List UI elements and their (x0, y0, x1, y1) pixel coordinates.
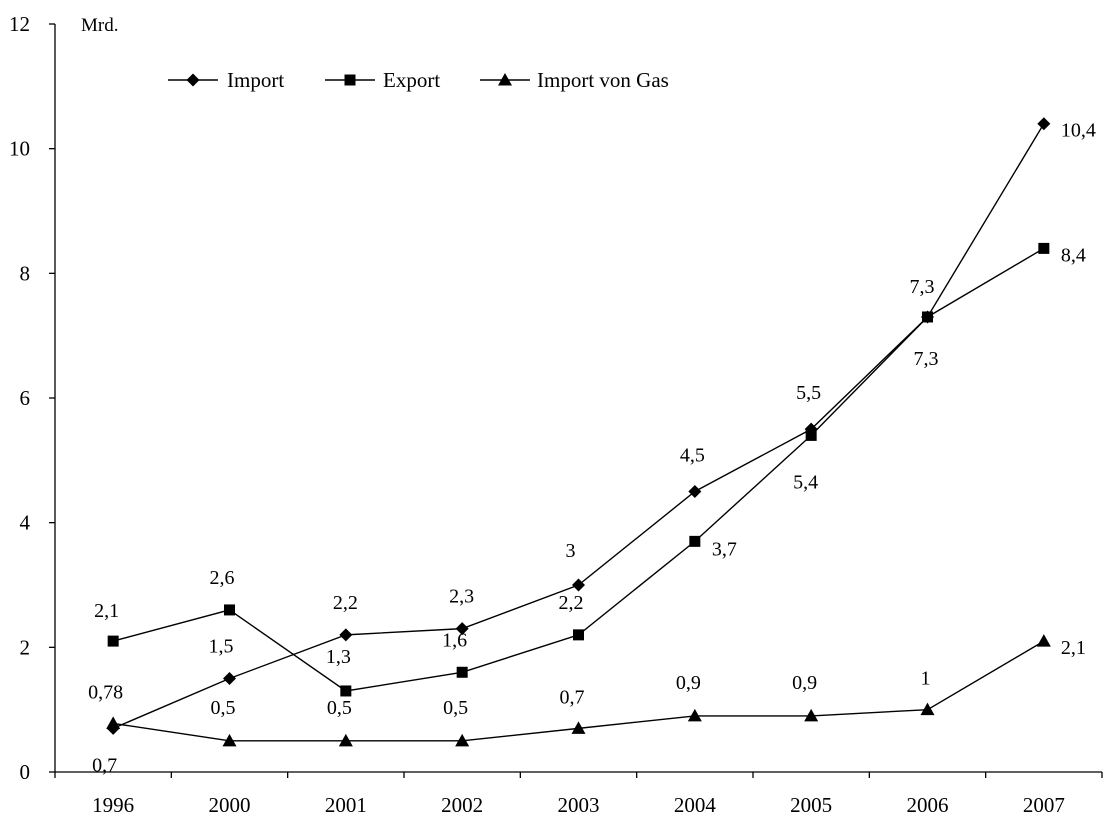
data-label: 1,6 (442, 629, 467, 651)
data-label: 1,5 (209, 636, 234, 658)
y-unit-label: Mrd. (81, 15, 118, 36)
series-line (112, 247, 1045, 692)
data-label: 2,3 (449, 586, 474, 608)
data-label: 0,5 (211, 697, 236, 719)
legend-label: Import (227, 68, 284, 92)
data-point (455, 622, 469, 636)
data-point (338, 733, 353, 747)
y-tick-label: 8 (20, 261, 31, 285)
y-tick-label: 12 (9, 12, 30, 36)
data-label: 2,2 (559, 592, 584, 614)
legend-item: Export (325, 68, 440, 92)
y-tick-label: 0 (20, 760, 31, 784)
data-point (107, 635, 119, 647)
data-label: 5,4 (793, 471, 818, 493)
data-label: 1,3 (326, 646, 351, 668)
data-label: 0,9 (676, 672, 701, 694)
series-triangle (106, 634, 1051, 747)
data-point (571, 721, 586, 734)
data-label: 5,5 (796, 382, 821, 404)
data-label: 0,5 (327, 697, 352, 719)
series-diamond (106, 117, 1051, 735)
data-label: 0,9 (792, 672, 817, 694)
data-point (572, 578, 585, 592)
data-point (1037, 117, 1051, 131)
data-point (805, 429, 817, 441)
data-label: 7,3 (914, 348, 939, 370)
data-point (455, 733, 470, 747)
series-square (107, 242, 1050, 697)
x-tick-label: 2000 (209, 793, 251, 817)
x-tick-label: 2006 (907, 793, 949, 817)
data-label: 0,7 (560, 686, 585, 708)
x-tick-label: 2003 (558, 793, 600, 817)
data-label: 2,1 (1061, 637, 1086, 659)
data-label: 1 (921, 668, 931, 690)
y-ticks: 0 2 4 6 8 10 12 (9, 12, 55, 784)
legend: Import Export Import von Gas (168, 68, 669, 92)
data-label: 0,78 (88, 681, 123, 703)
x-tick-label: 2002 (441, 793, 483, 817)
data-point (1038, 242, 1050, 254)
data-point (687, 708, 702, 722)
data-label: 2,2 (333, 592, 358, 614)
x-tick-label: 1996 (92, 793, 134, 817)
data-label: 3 (566, 540, 576, 562)
legend-marker (344, 74, 356, 86)
series-group (106, 117, 1051, 747)
data-point (920, 702, 935, 716)
legend-marker (498, 73, 512, 86)
y-tick-label: 4 (20, 511, 31, 535)
legend-label: Export (383, 68, 440, 92)
data-label: 7,3 (910, 276, 935, 298)
data-point (222, 733, 237, 747)
data-point (689, 535, 701, 547)
data-point (1036, 634, 1051, 647)
data-point (573, 629, 584, 641)
data-point (456, 666, 468, 678)
data-label: 2,6 (210, 567, 235, 589)
y-tick-label: 2 (20, 635, 31, 659)
axes: 0 2 4 6 8 10 12 1996 2000 2001 2002 2003 2004 2005 20… (9, 12, 1103, 817)
data-label: 2,1 (94, 600, 119, 622)
data-point (688, 485, 702, 498)
y-tick-label: 6 (20, 386, 31, 410)
data-label: 3,7 (712, 538, 737, 560)
legend-item: Import von Gas (480, 68, 669, 92)
data-point (804, 708, 819, 722)
data-point (339, 628, 353, 642)
y-tick-label: 10 (9, 137, 30, 161)
data-point (922, 311, 933, 323)
x-ticks: 1996 2000 2001 2002 2003 2004 2005 2006 2007 (54, 772, 1103, 817)
data-point (224, 604, 235, 616)
data-label: 4,5 (680, 445, 705, 467)
x-tick-label: 2007 (1023, 793, 1065, 817)
data-label: 0,7 (92, 754, 117, 776)
data-label: 10,4 (1061, 120, 1096, 142)
data-label: 0,5 (443, 697, 468, 719)
x-tick-label: 2004 (674, 793, 717, 817)
legend-marker (186, 73, 200, 87)
data-point (223, 672, 236, 685)
data-point (106, 716, 121, 729)
x-tick-label: 2005 (790, 793, 832, 817)
x-tick-label: 2001 (325, 793, 367, 817)
data-point (340, 685, 352, 697)
data-label: 8,4 (1061, 244, 1086, 266)
legend-label: Import von Gas (537, 68, 669, 92)
data-labels-group: 0,7 1,5 2,2 2,3 3 4,5 5,5 7,3 10,4 2,1 2,6 1,3 1,6 2,… (88, 120, 1096, 777)
legend-item: Import (168, 68, 284, 92)
